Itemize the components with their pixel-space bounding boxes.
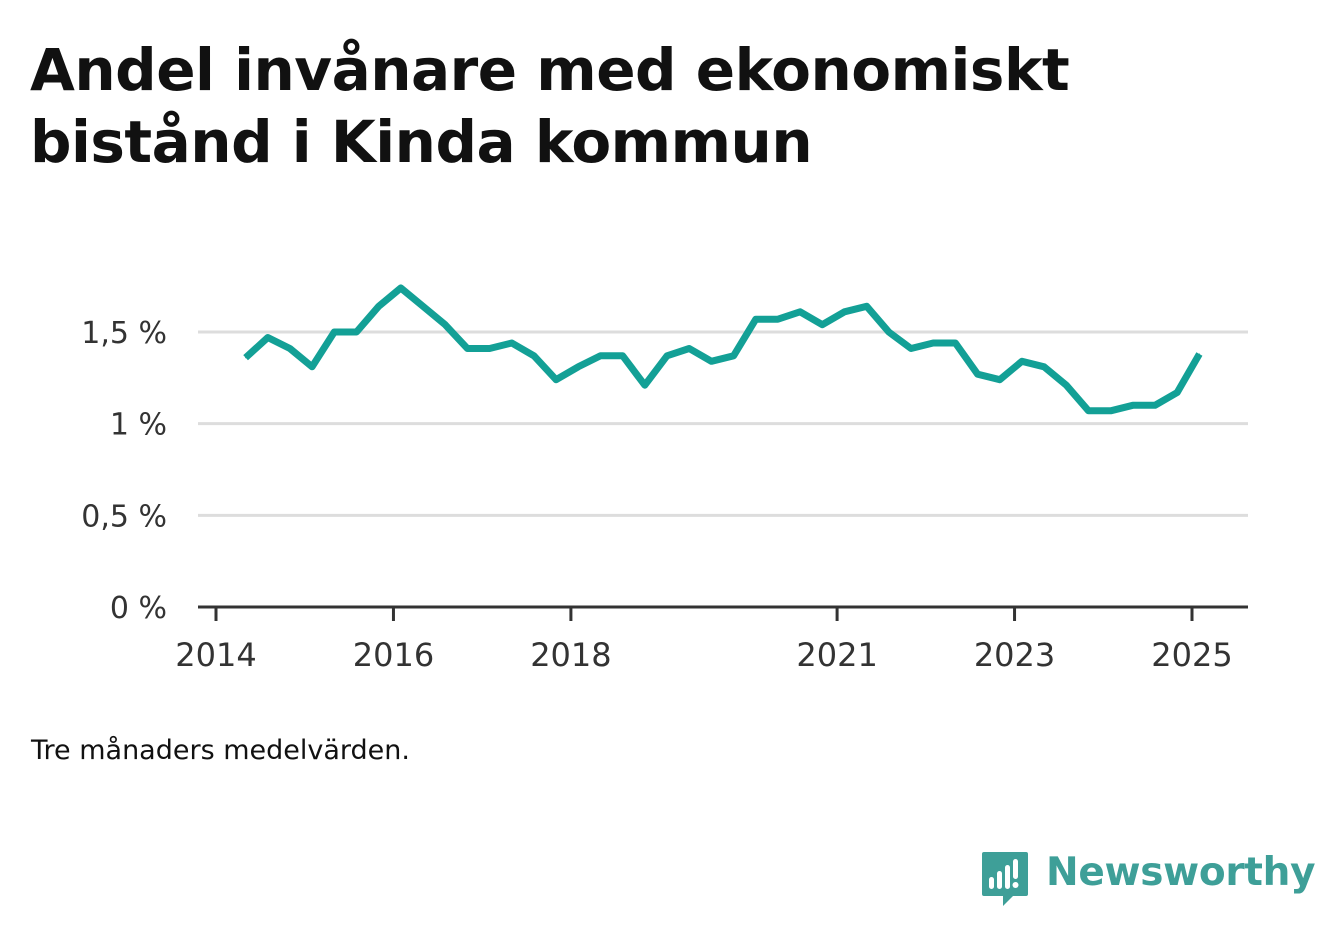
data-point <box>444 324 446 326</box>
data-point <box>1110 410 1112 412</box>
brand-name: Newsworthy <box>1046 850 1316 895</box>
data-point <box>577 366 579 368</box>
chart-note: Tre månaders medelvärden. <box>31 735 410 766</box>
data-point <box>267 337 269 338</box>
data-point <box>755 318 757 320</box>
data-point <box>910 348 912 349</box>
data-point <box>378 305 380 307</box>
data-point <box>533 355 535 357</box>
line-chart: 0 % 0,5 % 1 % 1,5 % 2014 2016 2018 2021 2023 202… <box>81 284 1248 674</box>
data-point <box>1065 384 1067 386</box>
data-point <box>511 342 513 344</box>
data-point <box>489 348 491 349</box>
y-tick-label: 1 % <box>110 408 167 443</box>
data-point <box>466 348 468 349</box>
x-tick-label: 2018 <box>530 636 611 674</box>
x-tick-label: 2016 <box>353 636 434 674</box>
chart-title: Andel invånare med ekonomiskt bistånd i … <box>30 36 1070 176</box>
data-point <box>1154 404 1156 406</box>
data-point <box>333 331 335 333</box>
data-point <box>954 342 956 344</box>
data-point <box>422 305 424 307</box>
y-tick-label: 0 % <box>110 591 167 626</box>
data-point <box>866 305 868 307</box>
data-point <box>555 379 557 381</box>
data-point <box>644 384 646 386</box>
data-point <box>289 348 291 349</box>
data-point <box>1176 392 1178 393</box>
data-point <box>733 355 735 357</box>
data-point <box>1043 366 1045 368</box>
data-point <box>1088 410 1089 412</box>
data-point <box>600 355 601 357</box>
data-point <box>888 331 890 333</box>
data-point <box>622 355 624 357</box>
data-point <box>932 342 934 344</box>
data-point <box>1198 353 1200 355</box>
data-point <box>688 348 690 349</box>
bar-chart-speech-bubble-icon <box>982 852 1028 906</box>
y-tick-label: 0,5 % <box>81 499 167 534</box>
data-point <box>999 379 1001 381</box>
data-point <box>311 366 313 368</box>
data-series <box>243 284 1203 415</box>
y-tick-label: 1,5 % <box>81 316 167 351</box>
data-point <box>400 287 402 289</box>
data-point <box>710 360 712 362</box>
x-tick-label: 2014 <box>175 636 256 674</box>
data-point <box>799 311 801 313</box>
x-tick-label: 2021 <box>796 636 877 674</box>
data-point <box>844 311 845 313</box>
series-line <box>243 284 1203 415</box>
newsworthy-brand: Newsworthy <box>980 850 1316 910</box>
data-point <box>1021 360 1023 362</box>
y-axis-labels: 0 % 0,5 % 1 % 1,5 % <box>81 316 167 626</box>
data-point <box>356 331 357 333</box>
data-point <box>666 355 668 357</box>
x-tick-label: 2023 <box>974 636 1055 674</box>
data-point <box>821 324 823 326</box>
gridlines <box>198 330 1248 517</box>
data-point <box>777 318 779 320</box>
data-point <box>1132 404 1134 406</box>
data-point <box>245 357 247 359</box>
x-tick-label: 2025 <box>1151 636 1232 674</box>
data-point <box>977 373 979 375</box>
x-axis: 2014 2016 2018 2021 2023 2025 <box>175 605 1248 674</box>
